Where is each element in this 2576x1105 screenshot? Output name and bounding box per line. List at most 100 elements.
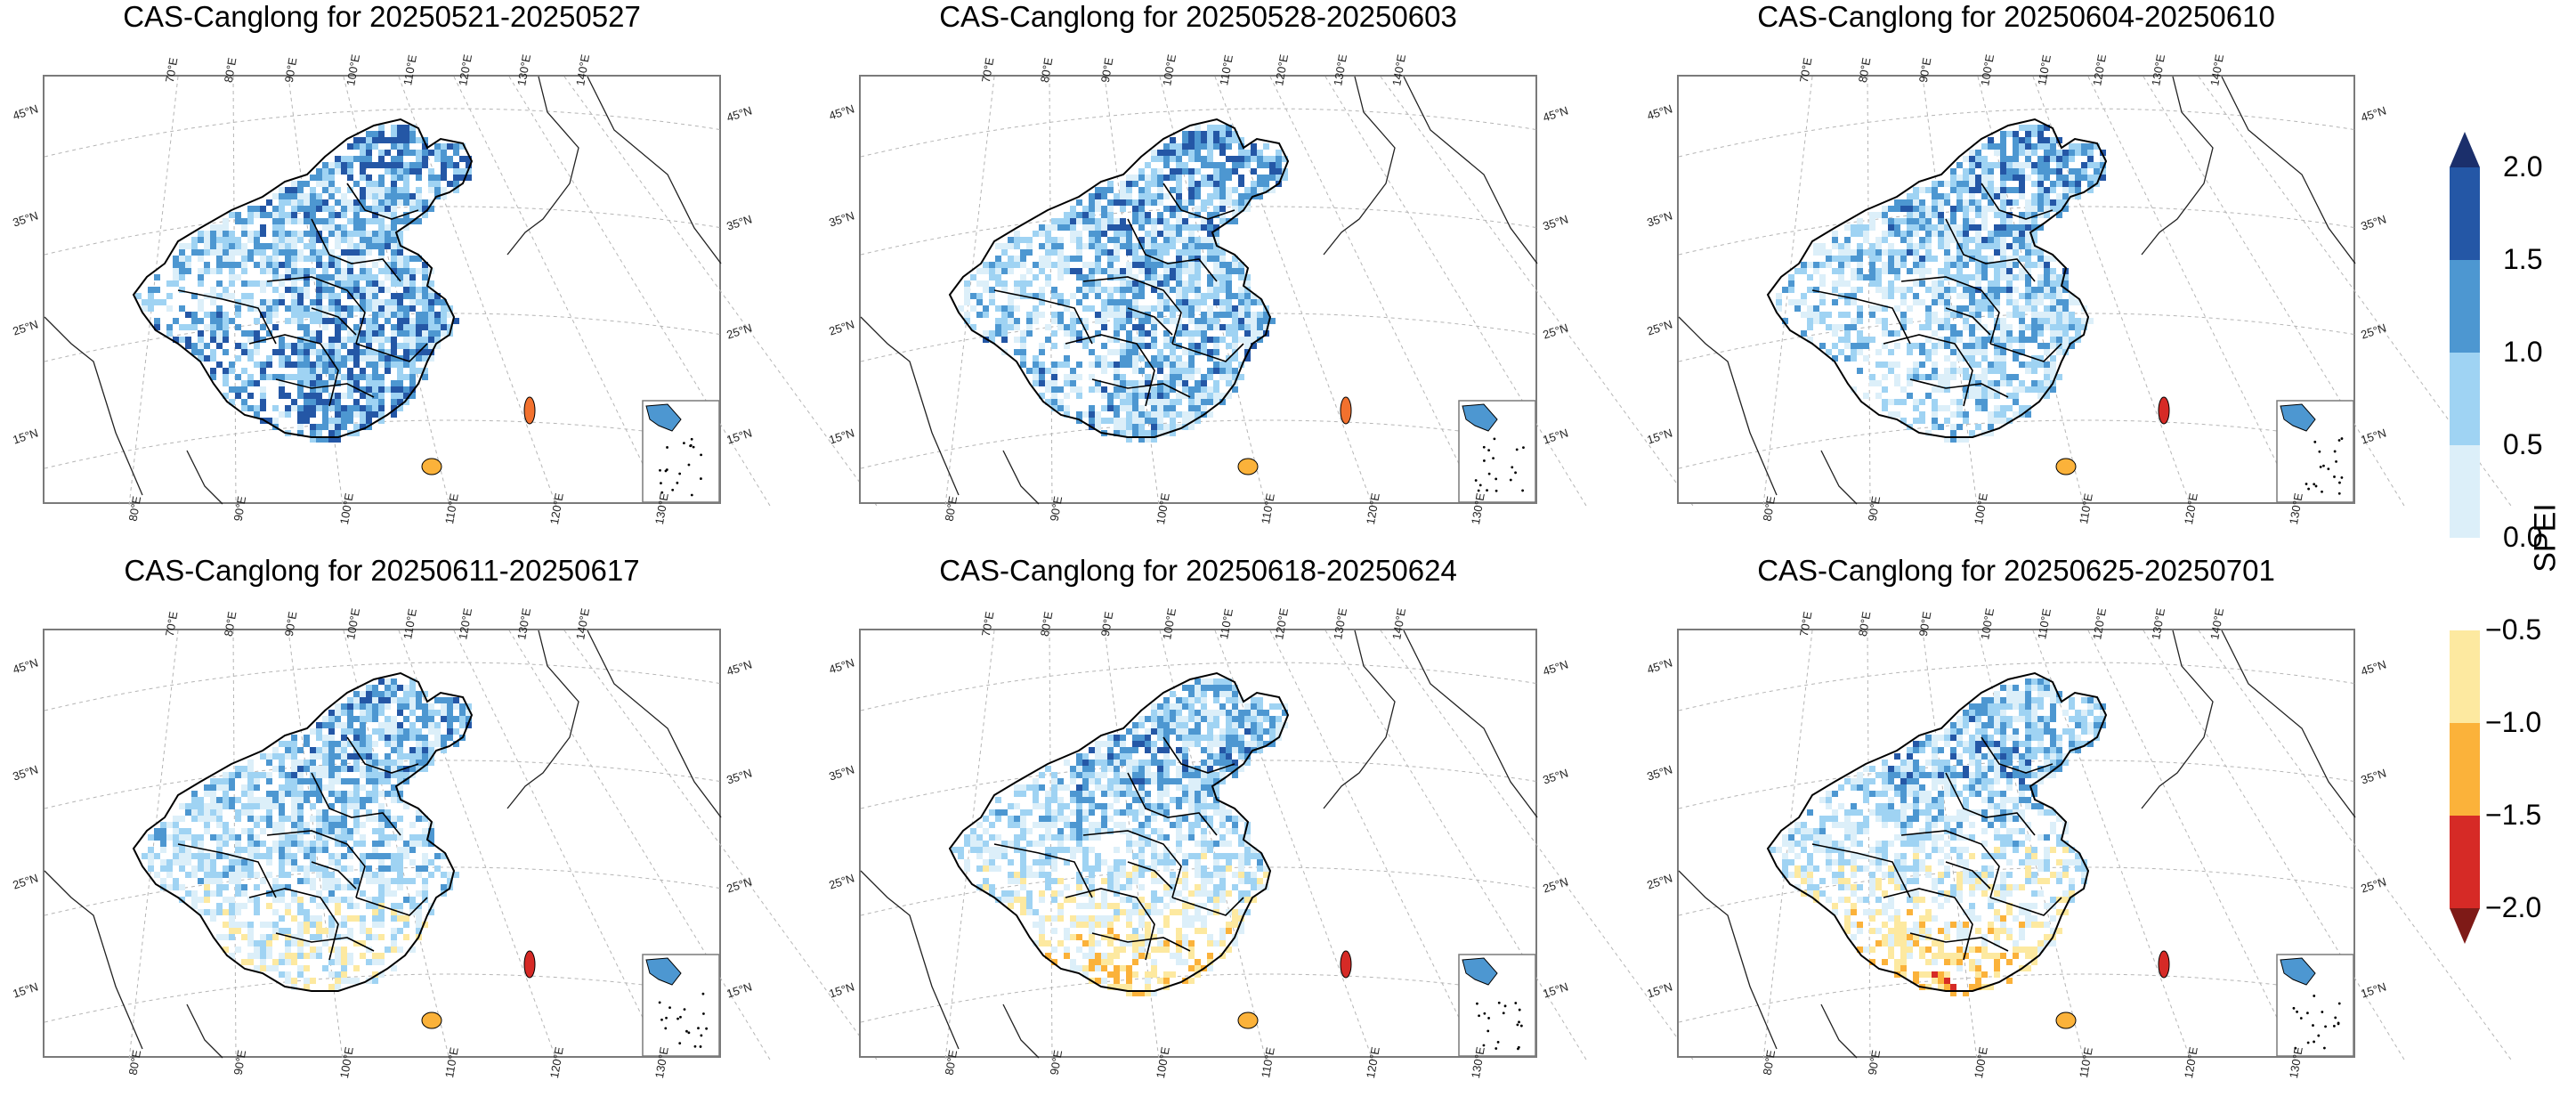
province-border [1945,307,1991,336]
inset-coastline [1462,957,1498,986]
spei-field [1776,125,2106,443]
country-border [132,671,474,992]
parallel-line [860,662,1540,711]
meridian-line [1214,630,1373,1060]
lat-tick-label-left: 45°N [1645,655,1674,677]
province-border [1909,932,2009,952]
panel-title: CAS-Canglong for 20250611-20250617 [124,554,640,587]
lat-tick-label-left: 15°N [827,426,856,447]
spei-field [1770,678,2106,996]
lat-tick-label-left: 45°N [1645,102,1674,123]
province-border [1171,343,1244,362]
map-canvas [44,76,878,507]
province-border [177,289,277,345]
panel-title: CAS-Canglong for 20250521-20250527 [123,0,641,33]
province-border [311,307,357,336]
lat-tick-label-right: 35°N [1541,212,1570,233]
province-border [1945,861,1991,890]
taiwan-island [523,950,536,979]
lon-tick-label-bottom: 80°E [126,1049,144,1077]
province-border [346,736,419,774]
colorbar-extend-low [2450,908,2480,944]
inset-coastline [1462,403,1498,432]
lat-tick-label-left: 35°N [11,208,40,230]
colorbar-bin [2450,723,2480,817]
hainan-island [1237,1012,1259,1029]
lat-tick-label-left: 35°N [827,208,856,230]
spei-field [135,125,472,443]
lat-tick-label-left: 35°N [827,762,856,784]
meridian-line [508,630,771,1060]
province-border [1082,830,1182,898]
taiwan-island [2158,950,2170,979]
province-border [1091,932,1191,952]
colorbar-bin [2450,353,2480,446]
colorbar-tick-label: 1.5 [2503,243,2543,275]
hainan-island [2055,1012,2077,1029]
inset-coastline [2280,403,2316,432]
spei-field [952,678,1288,996]
province-border [311,861,357,890]
hainan-island [2055,458,2077,475]
hainan-island [421,1012,442,1029]
coastline [44,76,722,505]
parallel-line [1678,419,2358,469]
parallel-line [860,973,1540,1023]
map-frame [1677,629,2512,1060]
lat-tick-label-right: 45°N [2359,657,2388,678]
lat-tick-label-left: 35°N [1645,762,1674,784]
lat-tick-label-left: 25°N [1645,871,1674,892]
map-canvas [860,630,1694,1060]
panel-title: CAS-Canglong for 20250604-20250610 [1757,0,2275,33]
province-border [1981,736,2054,774]
lat-tick-label-left: 15°N [1645,426,1674,447]
map-panel: CAS-Canglong for 20250528-20250603 70°E 80… [827,0,1694,525]
panel-title: CAS-Canglong for 20250528-20250603 [939,0,1457,33]
lat-tick-label-right: 25°N [1541,321,1570,342]
lat-tick-label-left: 45°N [11,655,40,677]
colorbar-tick-label: 2.0 [2503,150,2543,183]
parallel-line [44,662,724,711]
province-border [275,378,375,398]
lat-tick-label-right: 15°N [2359,426,2388,447]
province-border [1127,772,1218,836]
colorbar-scale [2450,132,2480,944]
map-canvas [1678,76,2512,507]
meridian-line [398,630,557,1060]
province-border [1162,736,1235,774]
lat-tick-label-right: 15°N [725,979,754,1001]
lat-tick-label-left: 35°N [1645,208,1674,230]
meridian-line [232,76,237,507]
province-border [311,218,401,282]
meridian-line [2198,630,2512,1060]
map-panel: CAS-Canglong for 20250625-20250701 70°E 80… [1645,554,2512,1079]
colorbar-tick-label: −2.0 [2485,891,2542,923]
meridian-line [1324,76,1587,507]
country-border [948,118,1290,438]
lat-tick-label-right: 15°N [2359,979,2388,1001]
meridian-line [1049,630,1053,1060]
province-border [1900,276,2000,345]
lat-tick-label-right: 35°N [2359,212,2388,233]
map-frame [1677,75,2512,507]
coastline [44,630,722,1059]
colorbar-tick-label: −1.0 [2485,706,2542,738]
meridian-line [1324,630,1587,1060]
province-border [1162,183,1235,220]
meridian-line [398,76,557,507]
colorbar-extend-high [2450,132,2480,167]
meridian-line [1867,630,1871,1060]
lon-tick-label-bottom: 90°E [231,495,249,523]
map-frame [859,629,1694,1060]
lat-tick-label-right: 35°N [2359,766,2388,787]
hainan-island [421,458,442,475]
colorbar-title: SPEI [2528,503,2563,573]
province-border [993,843,1093,898]
lat-tick-label-left: 25°N [11,871,40,892]
meridian-line [508,76,771,507]
taiwan-island [1340,950,1352,979]
province-border [1171,897,1244,916]
inset-coastline [645,957,682,986]
parallel-line [1678,108,2358,158]
colorbar-bin [2450,816,2480,909]
